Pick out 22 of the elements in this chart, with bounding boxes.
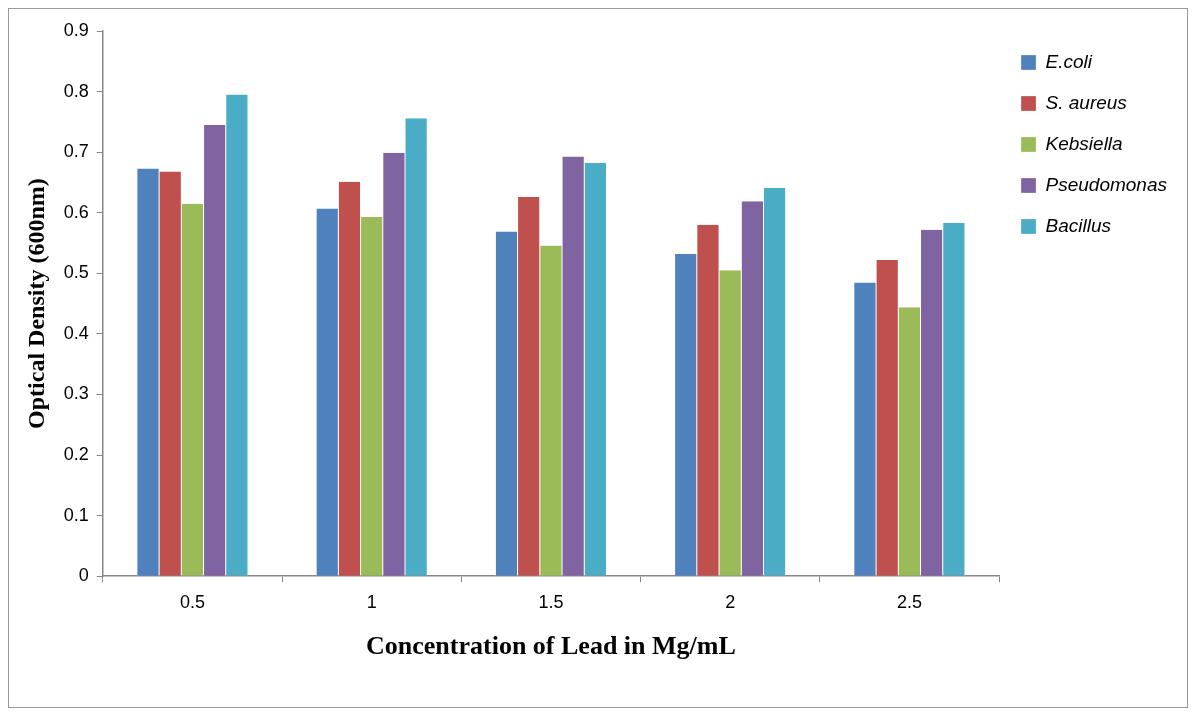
y-tick-label: 0.8	[63, 80, 89, 101]
y-tick-label: 0.4	[63, 322, 89, 343]
legend-label: E.coli	[1045, 50, 1093, 72]
x-tick-label: 2.5	[896, 591, 922, 612]
x-tick-label: 0.5	[179, 591, 205, 612]
y-tick-label: 0.1	[63, 504, 89, 525]
y-tick-label: 0.5	[63, 262, 89, 283]
y-tick-label: 0.2	[63, 444, 89, 465]
x-tick-label: 1.5	[538, 591, 564, 612]
x-tick-label: 2	[725, 591, 736, 612]
legend-label: Pseudomonas	[1045, 173, 1168, 195]
legend-label: S. aureus	[1045, 91, 1128, 113]
y-tick-label: 0.9	[63, 19, 89, 40]
x-tick-label: 1	[366, 591, 377, 612]
y-tick-label: 0.6	[63, 201, 89, 222]
x-axis-title: Concentration of Lead in Mg/mL	[366, 631, 736, 661]
legend-label: Kebsiella	[1045, 132, 1123, 154]
y-tick-label: 0	[78, 565, 89, 586]
y-axis-title: Optical Density (600nm)	[22, 178, 49, 429]
y-tick-label: 0.7	[63, 141, 89, 162]
legend-label: Bacillus	[1045, 214, 1112, 236]
y-tick-label: 0.3	[63, 383, 89, 404]
